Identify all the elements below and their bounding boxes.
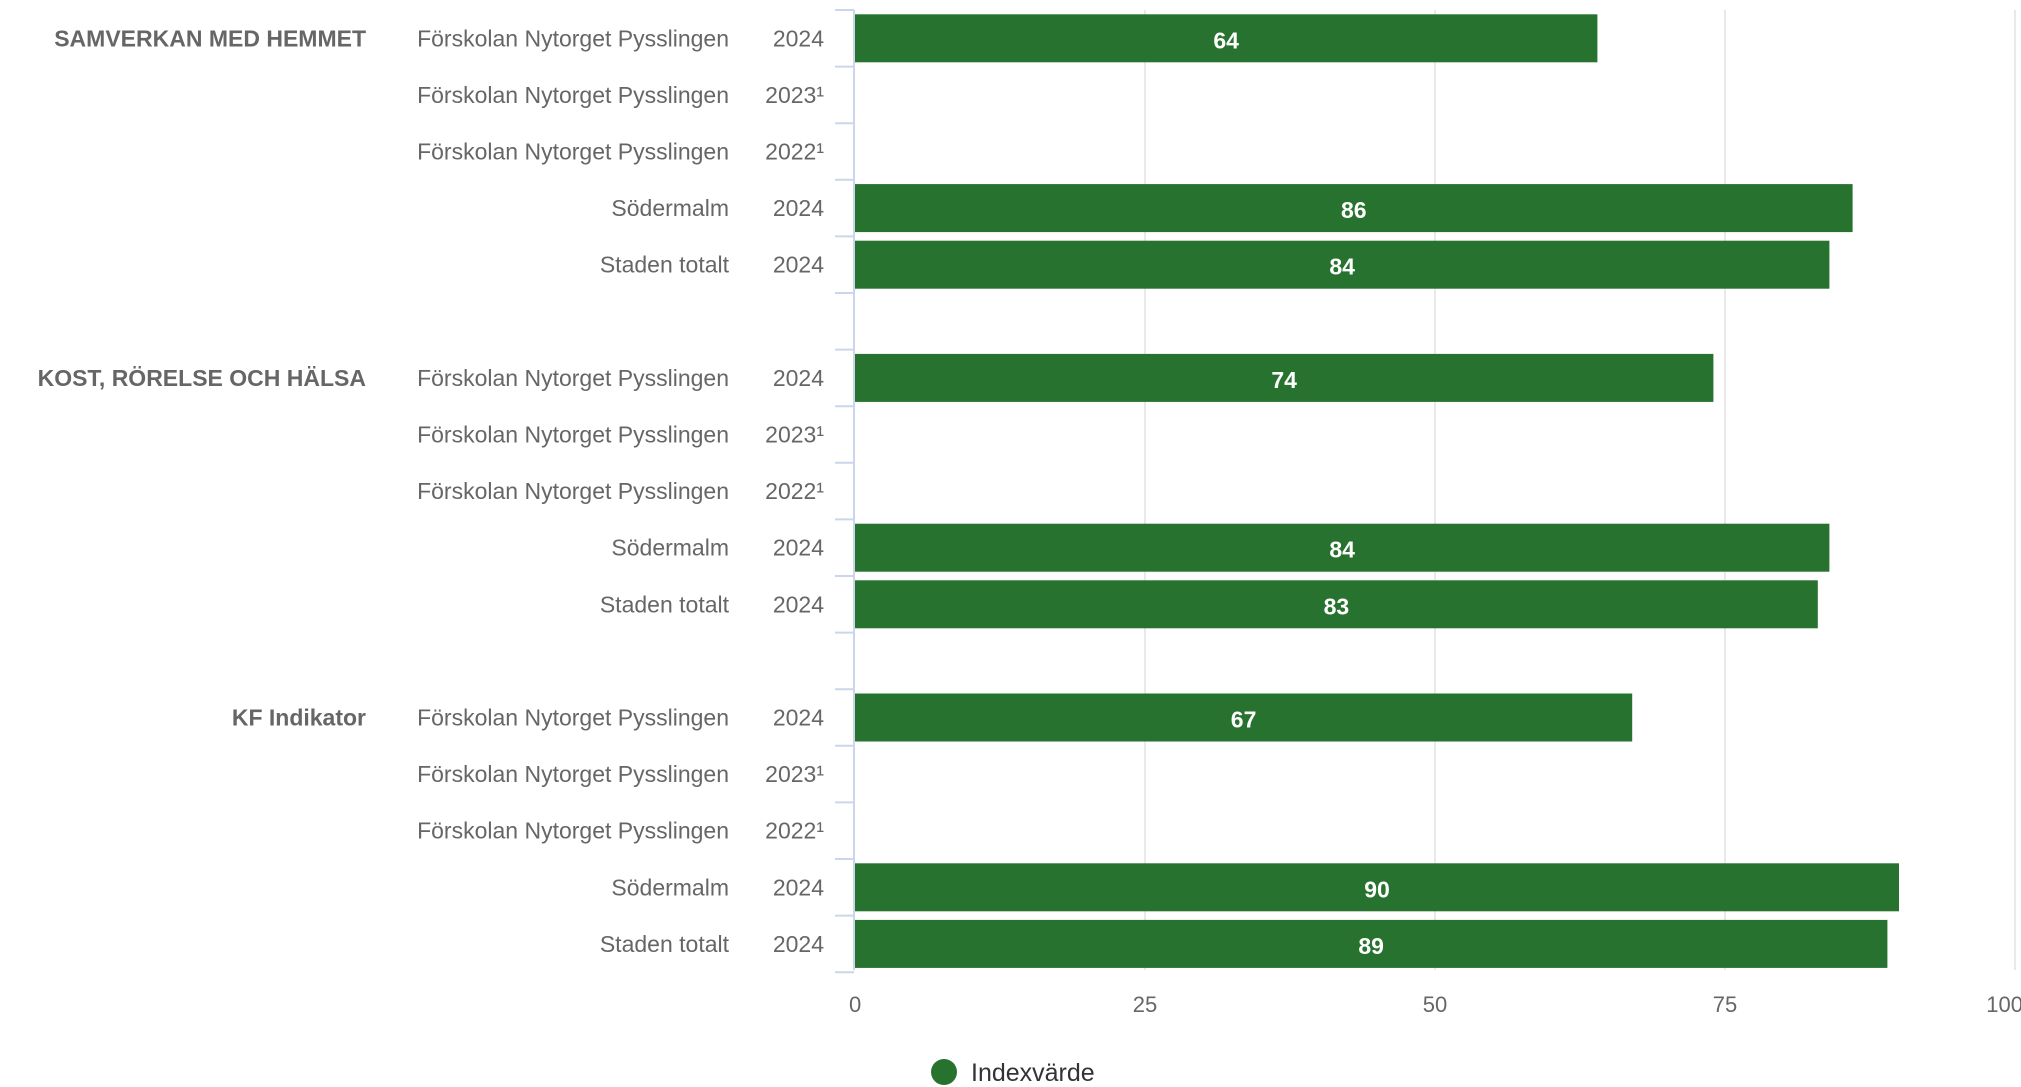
- bar: [855, 693, 1633, 742]
- category-axis: [835, 9, 855, 974]
- group-label: SAMVERKAN MED HEMMET: [54, 25, 366, 51]
- year-label: 2024: [773, 874, 824, 900]
- bar-value-label: 83: [1324, 593, 1350, 619]
- unit-label: Förskolan Nytorget Pysslingen: [417, 478, 729, 504]
- unit-label: Staden totalt: [600, 931, 730, 957]
- unit-label: Södermalm: [611, 195, 729, 221]
- legend-marker: [931, 1059, 957, 1085]
- unit-label: Förskolan Nytorget Pysslingen: [417, 365, 729, 391]
- bar-value-label: 74: [1271, 367, 1297, 393]
- bar: [855, 353, 1714, 402]
- bar-value-label: 84: [1329, 254, 1355, 280]
- bar: [855, 863, 1899, 912]
- x-tick-label: 25: [1133, 992, 1157, 1017]
- bar: [855, 240, 1830, 289]
- value-axis-ticks: 0 25 50 75 100: [849, 992, 2021, 1017]
- grid-lines: [1144, 10, 2016, 970]
- bar-series: 64 86 84 74 84 83 67 90 89: [855, 14, 1899, 968]
- bar: [855, 580, 1818, 629]
- bar: [855, 919, 1888, 968]
- year-label: 2024: [773, 591, 824, 617]
- year-label: 2024: [773, 252, 824, 278]
- year-label: 2022¹: [765, 818, 824, 844]
- legend-label: Indexvärde: [971, 1059, 1095, 1087]
- year-label: 2022¹: [765, 139, 824, 165]
- year-label: 2024: [773, 931, 824, 957]
- year-label: 2024: [773, 705, 824, 731]
- year-label: 2023¹: [765, 82, 824, 108]
- unit-label: Förskolan Nytorget Pysslingen: [417, 761, 729, 787]
- x-tick-label: 100: [1986, 992, 2021, 1017]
- year-label: 2024: [773, 25, 824, 51]
- group-label: KOST, RÖRELSE OCH HÄLSA: [38, 365, 366, 391]
- year-label: 2023¹: [765, 761, 824, 787]
- group-label: KF Indikator: [232, 705, 366, 731]
- unit-label: Staden totalt: [600, 591, 730, 617]
- year-label: 2024: [773, 535, 824, 561]
- unit-label: Södermalm: [611, 535, 729, 561]
- year-label: 2024: [773, 195, 824, 221]
- year-label: 2023¹: [765, 422, 824, 448]
- bar-value-label: 89: [1358, 933, 1384, 959]
- x-tick-label: 50: [1423, 992, 1447, 1017]
- unit-label: Förskolan Nytorget Pysslingen: [417, 25, 729, 51]
- unit-label: Förskolan Nytorget Pysslingen: [417, 818, 729, 844]
- bar: [855, 14, 1598, 63]
- bar-value-label: 64: [1213, 27, 1239, 53]
- bar-value-label: 84: [1329, 537, 1355, 563]
- year-label: 2022¹: [765, 478, 824, 504]
- legend[interactable]: Indexvärde: [931, 1059, 1095, 1087]
- bar-value-label: 90: [1364, 876, 1390, 902]
- unit-label: Södermalm: [611, 874, 729, 900]
- x-tick-label: 75: [1713, 992, 1737, 1017]
- unit-label: Förskolan Nytorget Pysslingen: [417, 82, 729, 108]
- unit-label: Förskolan Nytorget Pysslingen: [417, 139, 729, 165]
- year-label: 2024: [773, 365, 824, 391]
- bar: [855, 523, 1830, 572]
- x-tick-label: 0: [849, 992, 861, 1017]
- bar-value-label: 67: [1231, 707, 1257, 733]
- unit-label: Staden totalt: [600, 252, 730, 278]
- unit-label: Förskolan Nytorget Pysslingen: [417, 422, 729, 448]
- bar-value-label: 86: [1341, 197, 1367, 223]
- unit-label: Förskolan Nytorget Pysslingen: [417, 705, 729, 731]
- bar: [855, 184, 1853, 233]
- category-labels: 2024 Förskolan Nytorget Pysslingen 2023¹ Fö…: [38, 25, 825, 957]
